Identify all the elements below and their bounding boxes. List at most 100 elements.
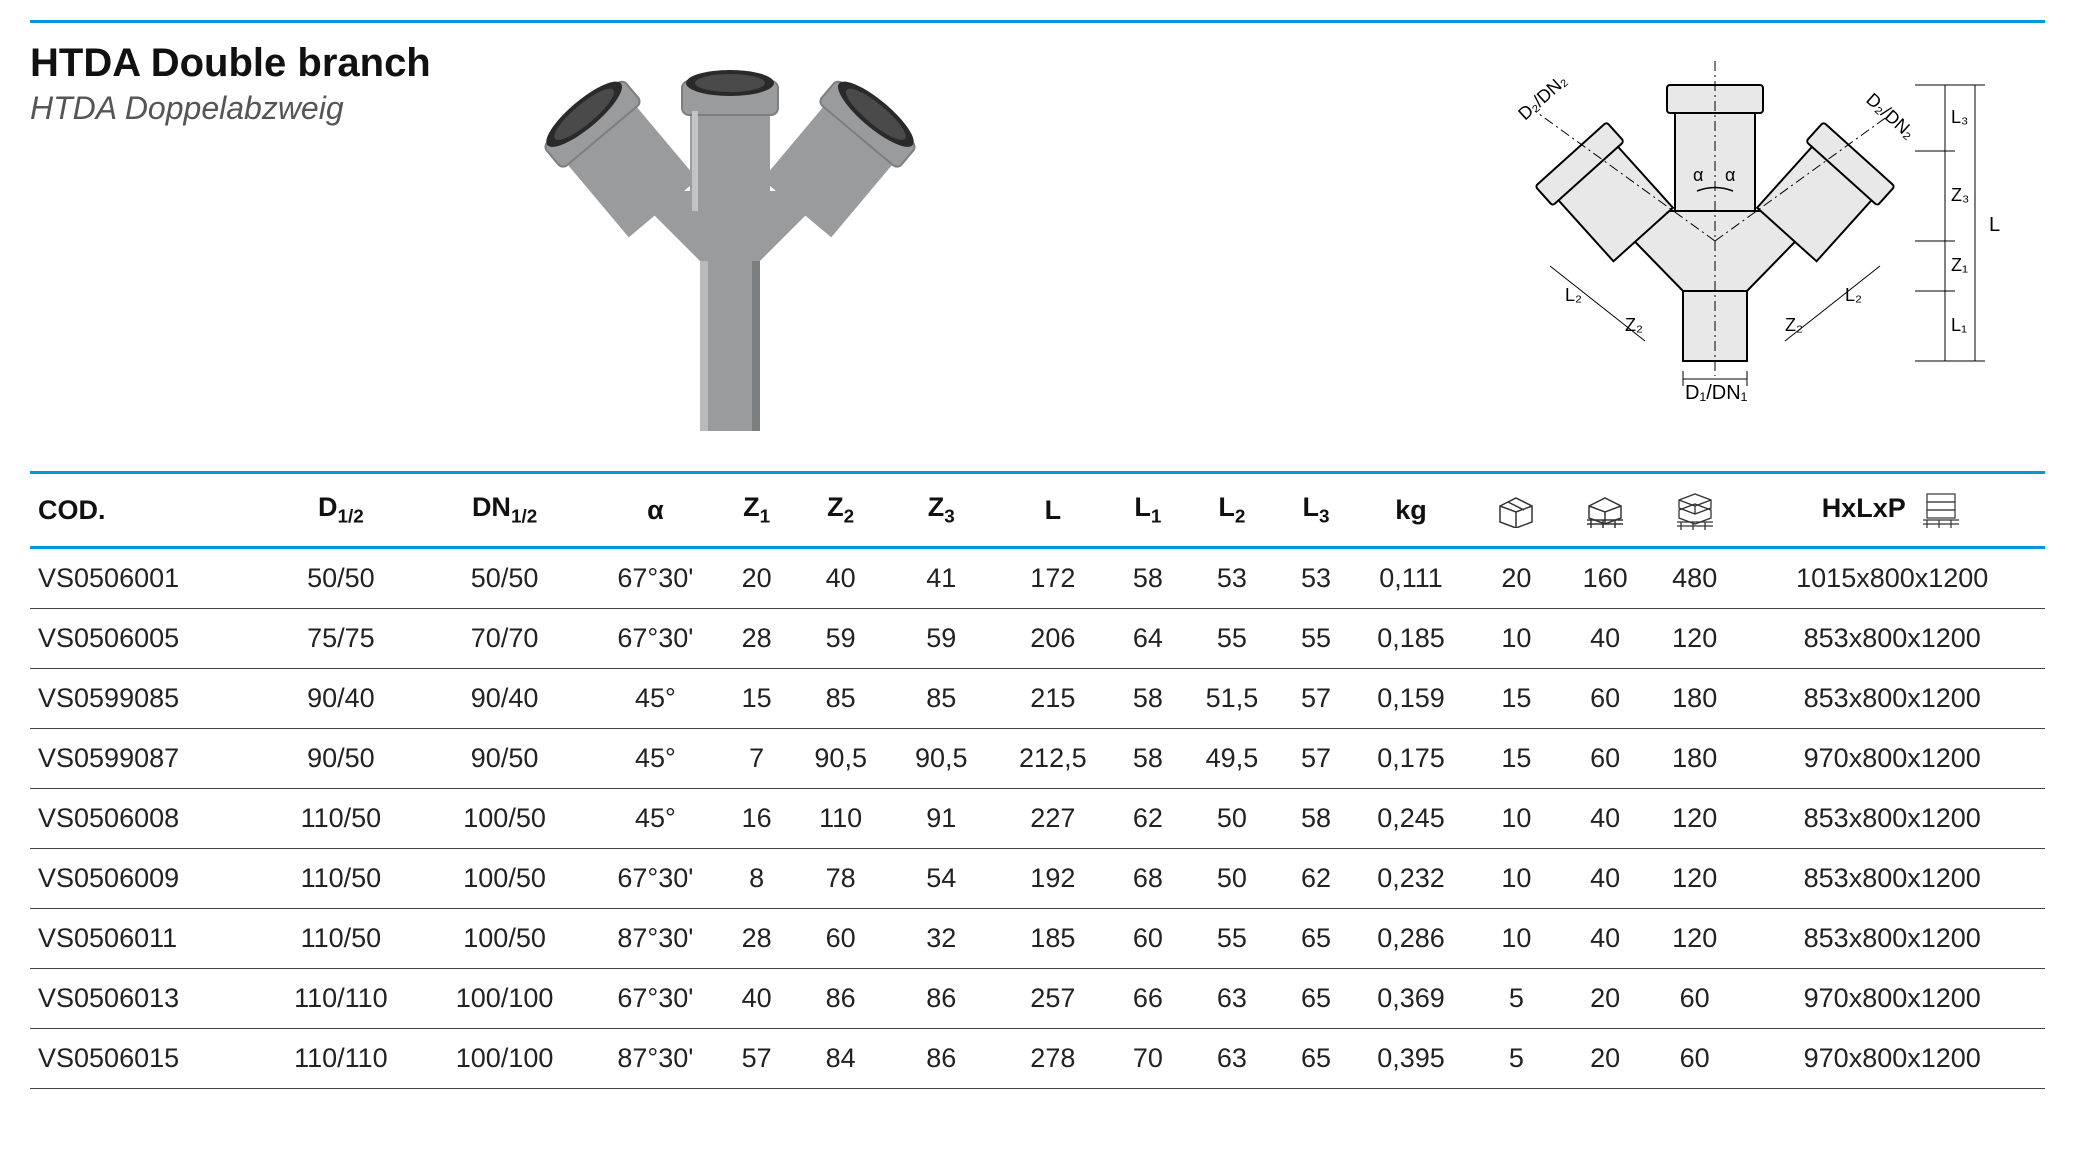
drawing-label-l2-left: L₂ [1565, 285, 1582, 305]
cell-cod: VS0599087 [30, 729, 261, 789]
table-row: VS0506015110/110100/10087°30'57848627870… [30, 1029, 2045, 1089]
drawing-label-l: L [1989, 214, 2000, 236]
cell-pal1: 60 [1560, 669, 1650, 729]
cell-alpha: 87°30' [588, 1029, 723, 1089]
cell-l3: 53 [1282, 548, 1350, 609]
cell-l1: 68 [1114, 849, 1182, 909]
cell-pal1: 40 [1560, 849, 1650, 909]
table-row: VS0506011110/50100/5087°30'2860321856055… [30, 909, 2045, 969]
cell-kg: 0,159 [1350, 669, 1473, 729]
drawing-label-z1: Z₁ [1951, 255, 1968, 275]
col-z2: Z2 [790, 473, 891, 548]
cell-dn12: 100/100 [421, 1029, 588, 1089]
cell-z3: 86 [891, 969, 992, 1029]
cell-alpha: 45° [588, 669, 723, 729]
cell-pal2: 120 [1650, 849, 1740, 909]
cell-box: 5 [1472, 1029, 1560, 1089]
cell-box: 10 [1472, 909, 1560, 969]
cell-kg: 0,369 [1350, 969, 1473, 1029]
cell-l1: 58 [1114, 669, 1182, 729]
cell-d12: 110/50 [261, 849, 422, 909]
product-photo [450, 41, 1010, 441]
cell-pal2: 480 [1650, 548, 1740, 609]
drawing-label-l1: L₁ [1951, 315, 1967, 335]
title-block: HTDA Double branch HTDA Doppelabzweig [30, 41, 450, 127]
cell-l2: 63 [1182, 1029, 1283, 1089]
cell-z2: 86 [790, 969, 891, 1029]
table-row: VS0506008110/50100/5045°1611091227625058… [30, 789, 2045, 849]
drawing-label-d2dn2-right: D₂/DN₂ [1862, 89, 1918, 143]
cell-l2: 53 [1182, 548, 1283, 609]
table-row: VS050600150/5050/5067°30'204041172585353… [30, 548, 2045, 609]
cell-pal1: 160 [1560, 548, 1650, 609]
drawing-label-z2-right: Z₂ [1785, 315, 1803, 335]
cell-l1: 70 [1114, 1029, 1182, 1089]
cell-hxlxp: 1015x800x1200 [1739, 548, 2045, 609]
cell-hxlxp: 853x800x1200 [1739, 849, 2045, 909]
cell-l3: 57 [1282, 729, 1350, 789]
cell-d12: 110/50 [261, 789, 422, 849]
cell-l: 185 [992, 909, 1115, 969]
cell-z1: 40 [723, 969, 791, 1029]
spec-table: COD. D1/2 DN1/2 α Z1 Z2 Z3 L L1 L2 L3 kg [30, 471, 2045, 1089]
cell-kg: 0,245 [1350, 789, 1473, 849]
cell-d12: 110/50 [261, 909, 422, 969]
col-d12: D1/2 [261, 473, 422, 548]
cell-z2: 78 [790, 849, 891, 909]
col-pallet2-icon [1650, 473, 1740, 548]
cell-kg: 0,175 [1350, 729, 1473, 789]
cell-pal1: 40 [1560, 909, 1650, 969]
cell-l: 206 [992, 609, 1115, 669]
box-icon [1494, 492, 1538, 528]
col-alpha: α [588, 473, 723, 548]
cell-z1: 16 [723, 789, 791, 849]
table-header-row: COD. D1/2 DN1/2 α Z1 Z2 Z3 L L1 L2 L3 kg [30, 473, 2045, 548]
cell-dn12: 50/50 [421, 548, 588, 609]
cell-box: 15 [1472, 669, 1560, 729]
cell-kg: 0,232 [1350, 849, 1473, 909]
header-area: HTDA Double branch HTDA Doppelabzweig [30, 41, 2045, 441]
cell-alpha: 87°30' [588, 909, 723, 969]
table-row: VS059908790/5090/5045°790,590,5212,55849… [30, 729, 2045, 789]
col-kg: kg [1350, 473, 1473, 548]
cell-d12: 110/110 [261, 969, 422, 1029]
col-dn12: DN1/2 [421, 473, 588, 548]
drawing-label-l3: L₃ [1951, 107, 1968, 127]
table-row: VS050600575/7570/7067°30'285959206645555… [30, 609, 2045, 669]
table-row: VS0506009110/50100/5067°30'8785419268506… [30, 849, 2045, 909]
title-german: HTDA Doppelabzweig [30, 90, 450, 127]
cell-z2: 90,5 [790, 729, 891, 789]
cell-z3: 90,5 [891, 729, 992, 789]
cell-box: 10 [1472, 609, 1560, 669]
cell-d12: 50/50 [261, 548, 422, 609]
cell-pal2: 60 [1650, 969, 1740, 1029]
cell-l1: 64 [1114, 609, 1182, 669]
cell-l3: 62 [1282, 849, 1350, 909]
cell-hxlxp: 853x800x1200 [1739, 909, 2045, 969]
cell-z1: 57 [723, 1029, 791, 1089]
cell-alpha: 67°30' [588, 548, 723, 609]
cell-kg: 0,111 [1350, 548, 1473, 609]
cell-pal1: 60 [1560, 729, 1650, 789]
cell-l3: 55 [1282, 609, 1350, 669]
pallet-single-icon [1583, 490, 1627, 530]
cell-alpha: 45° [588, 729, 723, 789]
cell-hxlxp: 853x800x1200 [1739, 789, 2045, 849]
cell-dn12: 90/40 [421, 669, 588, 729]
cell-kg: 0,286 [1350, 909, 1473, 969]
cell-pal2: 120 [1650, 909, 1740, 969]
cell-z2: 40 [790, 548, 891, 609]
cell-l2: 50 [1182, 789, 1283, 849]
cell-l1: 58 [1114, 548, 1182, 609]
cell-l3: 65 [1282, 909, 1350, 969]
cell-l1: 58 [1114, 729, 1182, 789]
drawing-label-z3: Z₃ [1951, 185, 1969, 205]
col-z3: Z3 [891, 473, 992, 548]
cell-z1: 7 [723, 729, 791, 789]
cell-z3: 59 [891, 609, 992, 669]
cell-z3: 86 [891, 1029, 992, 1089]
cell-pal2: 180 [1650, 729, 1740, 789]
cell-box: 10 [1472, 849, 1560, 909]
cell-hxlxp: 853x800x1200 [1739, 609, 2045, 669]
cell-cod: VS0506015 [30, 1029, 261, 1089]
